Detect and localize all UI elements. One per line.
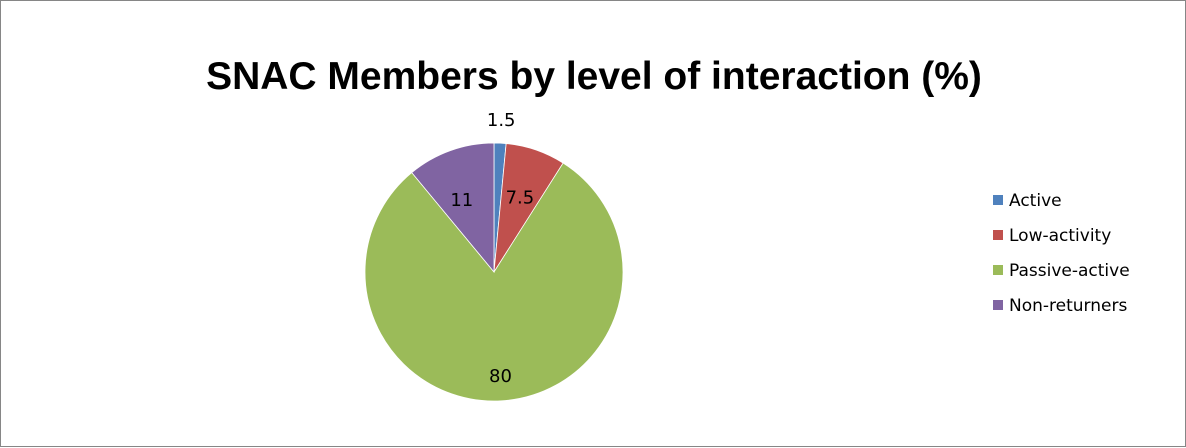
data-label-non-returners: 11: [450, 190, 473, 211]
legend-swatch-non-returners: [993, 300, 1003, 310]
legend-swatch-low-activity: [993, 230, 1003, 240]
legend: Active Low-activity Passive-active Non-retu…: [993, 191, 1130, 316]
pie-slice-passive-active: [364, 162, 624, 402]
data-label-active: 1.5: [487, 110, 516, 131]
data-label-low-activity: 7.5: [506, 187, 535, 208]
legend-swatch-active: [993, 195, 1003, 205]
legend-label-passive-active: Passive-active: [1009, 261, 1130, 281]
legend-label-non-returners: Non-returners: [1009, 296, 1127, 316]
legend-swatch-passive-active: [993, 265, 1003, 275]
data-label-passive-active: 80: [489, 366, 512, 387]
pie-slices: [364, 142, 624, 402]
legend-label-low-activity: Low-activity: [1009, 226, 1111, 246]
pie-slice-non-returners: [411, 142, 495, 274]
data-labels: 1.5 7.5 80 11: [450, 110, 534, 387]
chart-title: SNAC Members by level of interaction (%): [206, 55, 982, 98]
legend-label-active: Active: [1009, 191, 1062, 211]
